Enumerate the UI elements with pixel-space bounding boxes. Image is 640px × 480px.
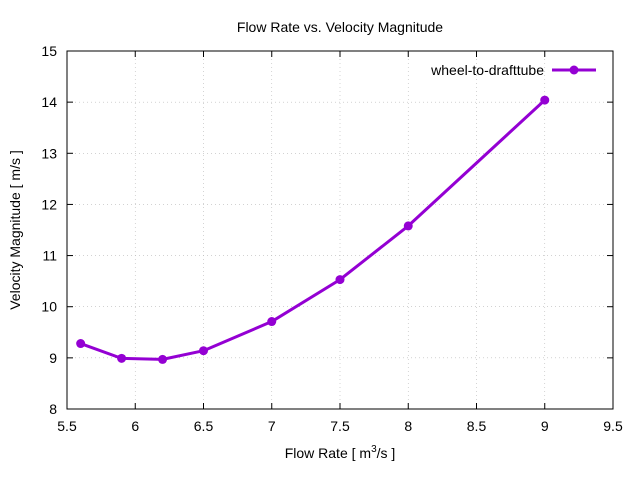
x-axis-label: Flow Rate [ m3/s ] [285,444,396,461]
y-axis-label: Velocity Magnitude [ m/s ] [7,150,23,310]
data-point [540,95,550,105]
x-axis-label-main: Flow Rate [ m [285,445,371,461]
y-tick-labels: 8 9 10 11 12 13 14 15 [41,43,57,417]
x-tick-label: 7 [268,418,276,434]
axis-ticks [66,50,614,410]
x-axis-label-superscript: 3 [371,444,377,455]
legend: wheel-to-drafttube [430,62,596,78]
x-tick-label: 6.5 [194,418,214,434]
y-tick-label: 9 [49,350,57,366]
x-tick-label: 9 [541,418,549,434]
x-tick-label: 9.5 [603,418,623,434]
data-point [117,353,127,363]
data-point [76,339,86,349]
y-tick-label: 12 [41,196,57,212]
x-tick-label: 5.5 [57,418,77,434]
data-point [335,275,345,285]
y-tick-label: 14 [41,94,57,110]
data-point [158,354,168,364]
grid [67,51,613,409]
y-tick-label: 13 [41,145,57,161]
x-tick-labels: 5.5 6 6.5 7 7.5 8 8.5 9 9.5 [57,418,623,434]
x-tick-label: 8.5 [467,418,487,434]
x-tick-label: 6 [131,418,139,434]
series [76,95,550,364]
legend-marker [569,65,579,75]
y-tick-label: 11 [42,248,57,264]
data-point [199,346,208,356]
series-line [80,98,546,361]
y-tick-label: 15 [41,43,57,59]
x-axis-label-tail: /s ] [377,445,396,461]
legend-label: wheel-to-drafttube [430,62,544,78]
x-tick-label: 8 [404,418,412,434]
y-tick-label: 8 [49,401,57,417]
data-point [267,317,277,327]
chart-title: Flow Rate vs. Velocity Magnitude [237,19,443,35]
data-point [403,221,413,231]
x-tick-label: 7.5 [330,418,350,434]
y-tick-label: 10 [41,299,57,315]
